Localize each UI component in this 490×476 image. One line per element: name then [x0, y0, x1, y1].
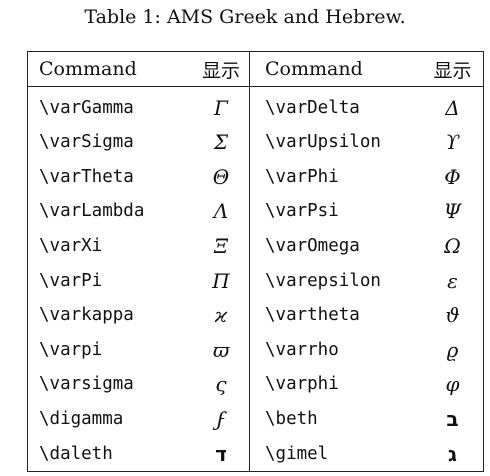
command-cell: \daleth [39, 443, 113, 464]
symbol-cell: ς [193, 367, 250, 402]
symbol-table: Command 显示 Command 显示 \varGamma Γ \varDe… [27, 51, 484, 472]
table-row: \digamma ϝ \beth ב [28, 401, 484, 437]
table-row: \varkappa ϰ \vartheta ϑ [28, 297, 484, 333]
symbol-cell: Θ [193, 159, 250, 195]
table-row: \varsigma ς \varphi φ [28, 367, 484, 402]
symbol-cell: Ψ [443, 199, 462, 224]
table-row: \varPi Π \varepsilon ε [28, 263, 484, 298]
header-display-left: 显示 [193, 51, 250, 87]
header-command-right: Command [249, 51, 422, 87]
command-cell: \digamma [39, 409, 124, 430]
symbol-cell: ג [448, 441, 457, 466]
symbol-cell: Δ [445, 96, 460, 120]
symbol-cell: Γ [193, 86, 250, 125]
table-row: \daleth ד \gimel ג [28, 436, 484, 472]
command-cell: \varGamma [39, 98, 134, 118]
table-row: \varGamma Γ \varDelta Δ [28, 86, 484, 125]
command-cell: \varpi [39, 339, 103, 360]
symbol-cell: ε [447, 268, 458, 293]
symbol-cell: Φ [444, 164, 461, 189]
command-cell: \varepsilon [265, 270, 381, 291]
symbol-cell: ϒ [445, 130, 460, 155]
command-cell: \varphi [265, 374, 339, 395]
symbol-cell: Λ [193, 194, 250, 229]
symbol-cell: ϰ [193, 297, 250, 333]
command-cell: \varTheta [39, 166, 134, 187]
table-row: \varSigma Σ \varUpsilon ϒ [28, 125, 484, 160]
symbol-cell: ϱ [446, 337, 459, 362]
command-cell: \varXi [39, 236, 103, 257]
symbol-cell: ב [446, 407, 459, 432]
command-cell: \varPsi [265, 201, 339, 222]
header-command-left: Command [27, 51, 193, 87]
table-row: \varpi ϖ \varrho ϱ [28, 332, 484, 368]
command-cell: \varrho [265, 339, 339, 360]
command-cell: \varsigma [39, 374, 134, 395]
command-cell: \varDelta [265, 98, 360, 118]
command-cell: \varkappa [39, 305, 134, 326]
command-cell: \varOmega [265, 236, 360, 257]
command-cell: \varPi [39, 270, 103, 291]
symbol-cell: ϑ [445, 303, 460, 328]
symbol-cell: Π [193, 263, 250, 298]
table-row: \varTheta Θ \varPhi Φ [28, 159, 484, 195]
command-cell: \gimel [265, 443, 329, 464]
command-cell: \vartheta [265, 305, 360, 326]
table-row: \varXi Ξ \varOmega Ω [28, 228, 484, 264]
symbol-cell: ϝ [193, 401, 250, 437]
command-cell: \varSigma [39, 132, 134, 153]
symbol-cell: Ω [444, 234, 461, 259]
table-caption: Table 1: AMS Greek and Hebrew. [84, 6, 406, 28]
command-cell: \varLambda [39, 201, 145, 222]
table-row: \varLambda Λ \varPsi Ψ [28, 194, 484, 229]
symbol-cell: Ξ [193, 228, 250, 264]
symbol-cell: ϖ [193, 332, 250, 368]
header-display-right: 显示 [422, 51, 484, 87]
command-cell: \varUpsilon [265, 132, 381, 153]
command-cell: \varPhi [265, 166, 339, 187]
symbol-cell: ד [193, 436, 250, 472]
symbol-cell: Σ [193, 125, 250, 160]
symbol-cell: φ [445, 372, 460, 397]
header-row: Command 显示 Command 显示 [27, 51, 484, 87]
command-cell: \beth [265, 409, 318, 430]
